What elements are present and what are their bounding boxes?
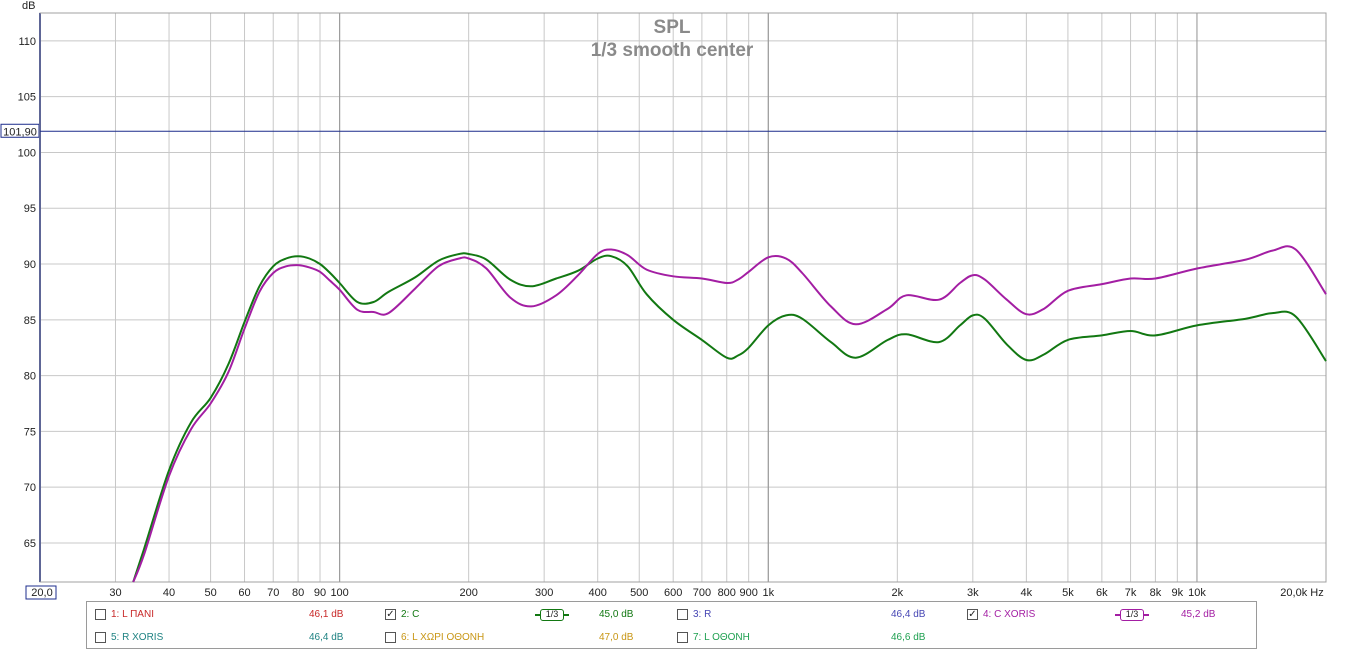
x-tick-label: 300 [535,587,553,599]
legend-value-5: 46,4 dB [309,632,344,643]
x-tick-label: 700 [693,587,711,599]
legend-value-1: 46,1 dB [309,609,344,620]
chart-grid [39,13,1326,582]
x-min-label: 20,0 [31,587,52,599]
y-tick-label: 75 [24,426,36,438]
x-tick-label: 7k [1125,587,1137,599]
smoothing-line-right [563,614,569,616]
x-tick-label: 600 [664,587,682,599]
x-tick-label: 30 [109,587,121,599]
x-tick-label: 60 [238,587,250,599]
legend-label-3[interactable]: 3: R [693,609,712,620]
smoothing-button-4[interactable]: 1/3 [1115,608,1149,622]
x-tick-label: 5k [1062,587,1074,599]
x-tick-labels: 30 40 50 60 70 80 90 100 200 300 400 500 600 700 800 90… [25,585,1324,600]
legend-checkbox-5[interactable] [95,632,106,643]
smoothing-line-left [1115,614,1121,616]
legend-label-2[interactable]: 2: C [401,609,420,620]
smoothing-line-right [1143,614,1149,616]
legend-label-4[interactable]: 4: C XORIS [983,609,1036,620]
legend-checkbox-4[interactable]: ✓ [967,609,978,620]
smoothing-button-2[interactable]: 1/3 [535,608,569,622]
x-tick-label: 800 [718,587,736,599]
legend-value-4: 45,2 dB [1181,609,1216,620]
x-tick-label: 500 [630,587,648,599]
legend-label-7[interactable]: 7: L ΟΘΟΝΗ [693,632,750,643]
y-tick-label: 95 [24,203,36,215]
x-tick-label: 1k [762,587,774,599]
smoothing-line-left [535,614,541,616]
y-tick-label: 65 [24,538,36,550]
y-tick-label: 90 [24,259,36,271]
legend-checkbox-6[interactable] [385,632,396,643]
y-tick-label: 110 [18,36,36,48]
y-tick-labels: 110 105 100 95 90 85 80 75 70 65 [18,36,36,550]
legend-label-1[interactable]: 1: L ΠΑΝΙ [111,609,154,620]
y-tick-label: 100 [18,147,36,159]
x-tick-label: 4k [1021,587,1033,599]
plot-area-border [39,12,1327,583]
legend-value-6: 47,0 dB [599,632,634,643]
legend-label-5[interactable]: 5: R XORIS [111,632,164,643]
x-tick-label: 100 [330,587,348,599]
x-tick-label: 8k [1150,587,1162,599]
x-tick-label: 10k [1188,587,1206,599]
x-tick-label: 900 [739,587,757,599]
x-min-label-box [25,585,57,600]
x-tick-label: 2k [892,587,904,599]
x-tick-label: 3k [967,587,979,599]
y-axis-unit-label: dB [22,0,35,12]
smoothing-label: 1/3 [540,609,564,621]
reference-value-box [0,123,40,138]
chart-title: SPL [654,17,691,38]
x-tick-label: 400 [589,587,607,599]
series-line-2 [132,245,1327,583]
reference-line-group: 101,90 [0,123,1326,138]
x-tick-label: 90 [314,587,326,599]
x-tick-label: 20,0k Hz [1280,587,1323,599]
y-tick-label: 105 [18,92,36,104]
legend-checkbox-2[interactable]: ✓ [385,609,396,620]
spl-chart: 101,90 110 105 100 95 90 85 80 75 70 65 30 40 50 60 7… [0,0,1327,600]
x-tick-label: 70 [267,587,279,599]
legend-value-2: 45,0 dB [599,609,634,620]
legend-panel: 1: L ΠΑΝΙ 46,1 dB ✓ 2: C 45,0 dB 1/3 3: R 46,4 … [86,601,1257,649]
x-tick-label: 80 [292,587,304,599]
legend-label-6[interactable]: 6: L ΧΩΡΙ ΟΘΟΝΗ [401,632,485,643]
legend-checkbox-1[interactable] [95,609,106,620]
x-tick-label: 200 [459,587,477,599]
legend-checkbox-7[interactable] [677,632,688,643]
y-tick-label: 70 [24,482,36,494]
series-line-1 [132,252,1327,583]
x-tick-label: 50 [204,587,216,599]
x-tick-label: 40 [163,587,175,599]
y-tick-label: 80 [24,371,36,383]
legend-checkbox-3[interactable] [677,609,688,620]
y-tick-label: 85 [24,315,36,327]
series-group [132,245,1327,583]
legend-value-3: 46,4 dB [891,609,926,620]
x-tick-label: 9k [1172,587,1184,599]
x-tick-label: 6k [1096,587,1108,599]
smoothing-label: 1/3 [1120,609,1144,621]
chart-subtitle: 1/3 smooth center [591,40,754,61]
reference-value-label: 101,90 [3,126,37,138]
legend-value-7: 46,6 dB [891,632,926,643]
